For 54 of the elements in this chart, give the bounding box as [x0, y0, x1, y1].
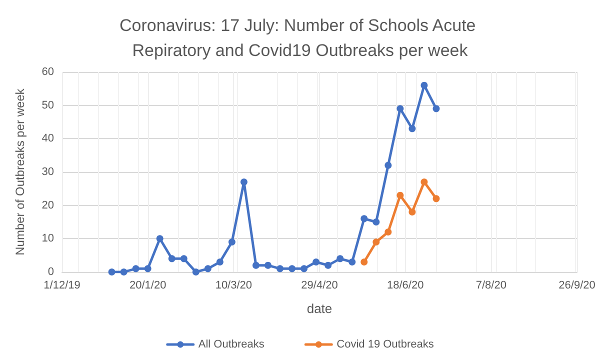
point	[312, 258, 320, 266]
x-tick-label: 29/4/20	[301, 280, 338, 292]
y-tick-label: 40	[42, 132, 54, 145]
chart-title: Coronavirus: 17 July: Number of Schools Acute Repiratory and Covid19 Outbreaks per week	[120, 16, 480, 60]
point	[264, 262, 272, 269]
point	[336, 255, 344, 262]
point	[132, 265, 140, 272]
point	[360, 258, 368, 266]
point	[408, 125, 416, 132]
x-tick-label: 20/1/20	[129, 280, 166, 292]
point	[384, 228, 392, 236]
point	[252, 262, 260, 269]
point	[432, 195, 440, 202]
point	[300, 265, 308, 272]
x-tick-label: 10/3/20	[215, 280, 252, 292]
point	[276, 265, 284, 272]
point	[348, 258, 356, 266]
point	[372, 218, 380, 226]
point	[120, 268, 128, 276]
y-tick-label: 30	[42, 166, 54, 178]
x-axis-title: date	[306, 301, 332, 316]
point	[324, 262, 332, 269]
point	[180, 255, 188, 262]
point	[372, 238, 380, 246]
point	[396, 192, 404, 199]
point	[156, 235, 164, 242]
point	[216, 258, 224, 266]
point	[420, 178, 428, 186]
y-tick-label: 60	[42, 66, 54, 78]
x-tick-label: 1/12/19	[44, 280, 80, 292]
point	[384, 162, 392, 169]
point	[432, 105, 440, 112]
point	[288, 265, 296, 272]
x-tick-label: 18/6/20	[386, 280, 424, 292]
y-axis-title: Number of Outbreaks per week	[13, 88, 27, 256]
x-tick-label: 26/9/20	[558, 280, 596, 292]
point	[408, 208, 416, 216]
point	[240, 178, 248, 186]
point	[108, 268, 116, 276]
point	[192, 268, 200, 276]
x-tick-label: 7/8/20	[476, 280, 506, 292]
y-tick-label: 50	[42, 99, 54, 112]
point	[360, 215, 368, 222]
legend-label: Covid 19 Outbreaks	[336, 338, 434, 350]
point	[396, 105, 404, 112]
y-tick-label: 10	[42, 232, 54, 245]
point	[144, 265, 152, 272]
y-tick-label: 0	[48, 266, 54, 278]
point	[168, 255, 176, 262]
y-tick-label: 20	[42, 199, 54, 212]
point	[420, 82, 428, 89]
point	[204, 265, 212, 272]
legend-label: All Outbreaks	[198, 338, 265, 350]
point	[228, 238, 236, 246]
